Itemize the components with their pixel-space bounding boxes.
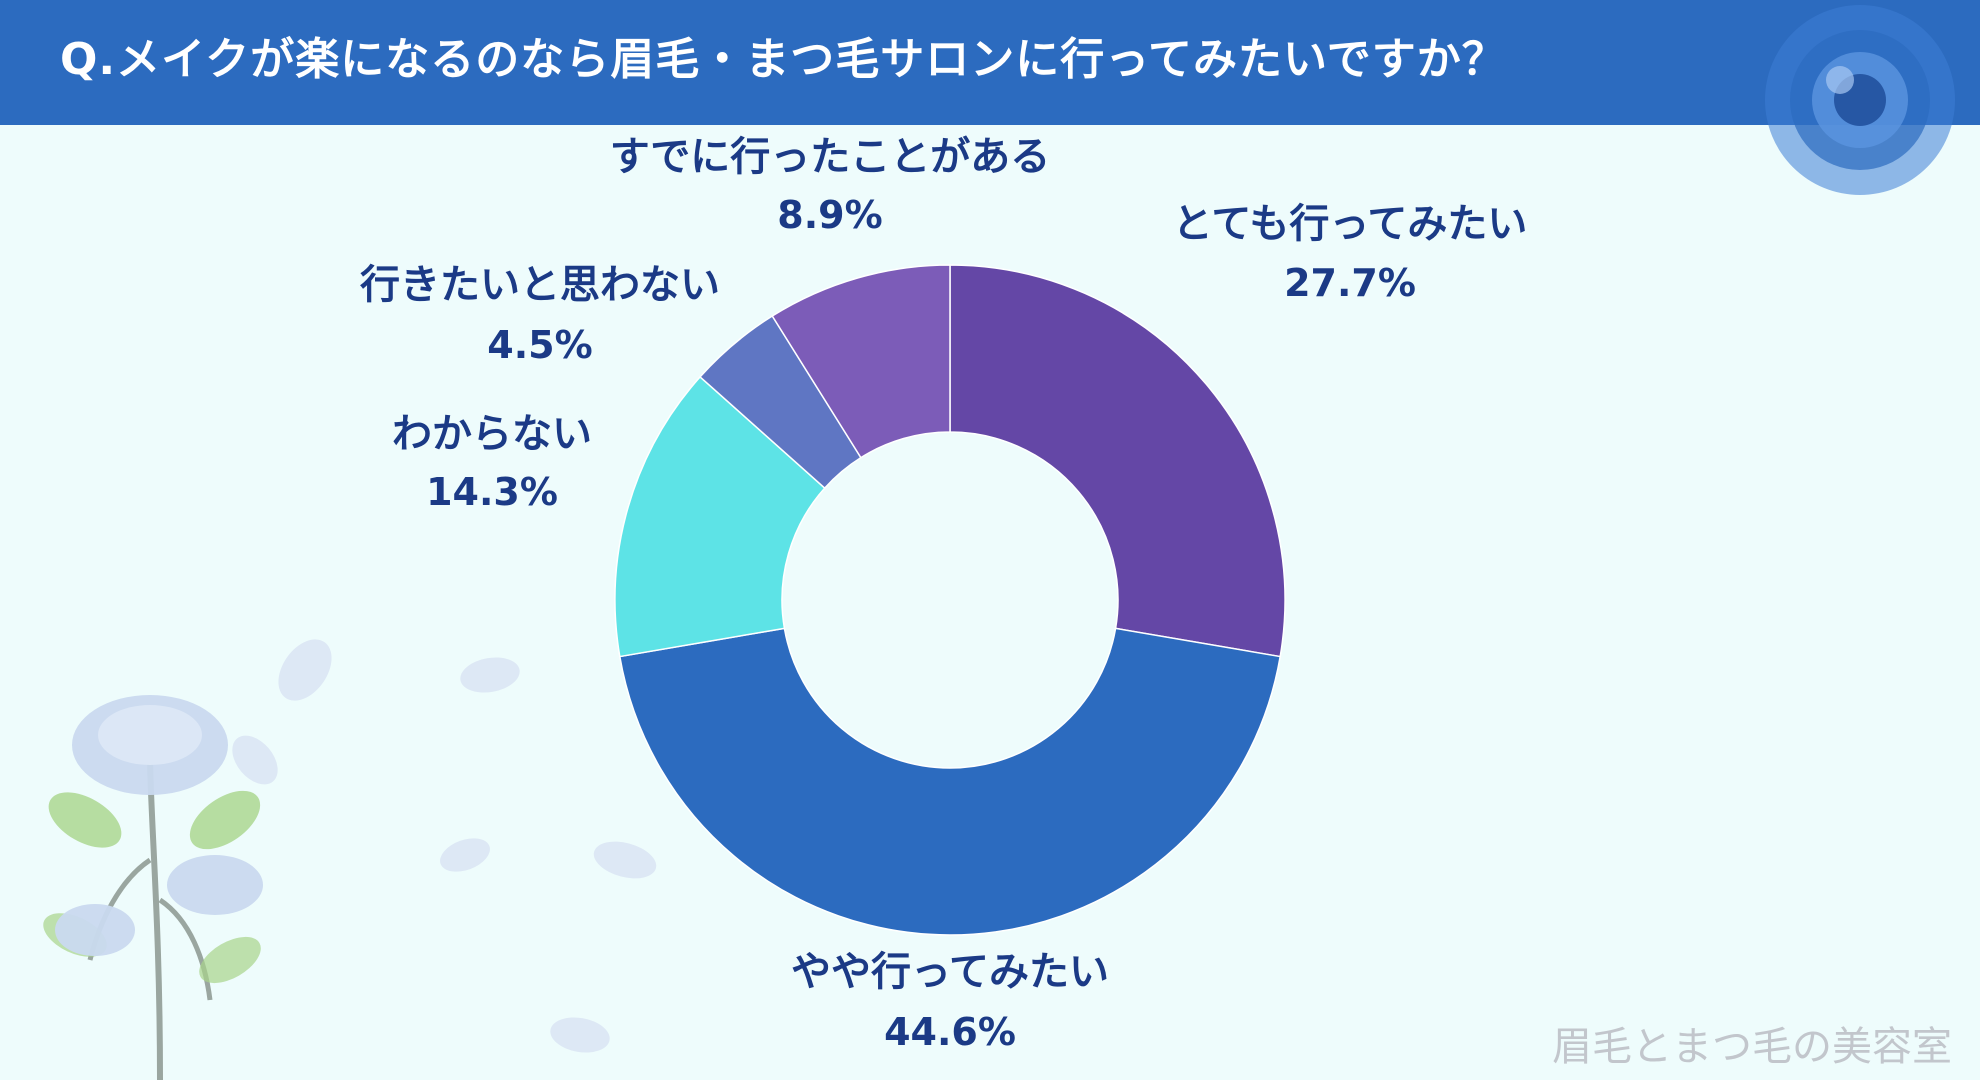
- donut-slice-0: [949, 264, 1286, 658]
- page-title: Q.メイクが楽になるのなら眉毛・まつ毛サロンに行ってみたいですか？: [60, 34, 1507, 85]
- slice-label-4: すでに行ったことがある: [610, 134, 1050, 180]
- slice-label-2: わからない: [392, 411, 592, 457]
- slice-label-1: やや行ってみたい: [791, 949, 1109, 995]
- slice-label-0: とても行ってみたい: [1173, 201, 1528, 247]
- donut-slice-2: [614, 375, 826, 658]
- donut-slice-4: [771, 264, 951, 459]
- rose-top-right-icon: [1765, 5, 1955, 195]
- slice-value-2: 14.3%: [426, 470, 558, 514]
- donut-chart: [614, 264, 1286, 936]
- slice-value-1: 44.6%: [884, 1010, 1016, 1054]
- watermark-text: 眉毛とまつ毛の美容室: [1552, 1024, 1952, 1070]
- title-bar: Q.メイクが楽になるのなら眉毛・まつ毛サロンに行ってみたいですか？: [0, 0, 1980, 125]
- slice-value-0: 27.7%: [1284, 261, 1416, 305]
- slice-value-3: 4.5%: [487, 323, 592, 367]
- donut-slice-1: [618, 627, 1282, 936]
- donut-labels: とても行ってみたい 27.7% やや行ってみたい 44.6% わからない 14.3% 行きた…: [360, 134, 1527, 1054]
- rose-bottom-left-icon: [43, 695, 263, 1080]
- slice-label-3: 行きたいと思わない: [360, 262, 720, 308]
- slice-value-4: 8.9%: [777, 193, 882, 237]
- petal-icon: [232, 639, 657, 1053]
